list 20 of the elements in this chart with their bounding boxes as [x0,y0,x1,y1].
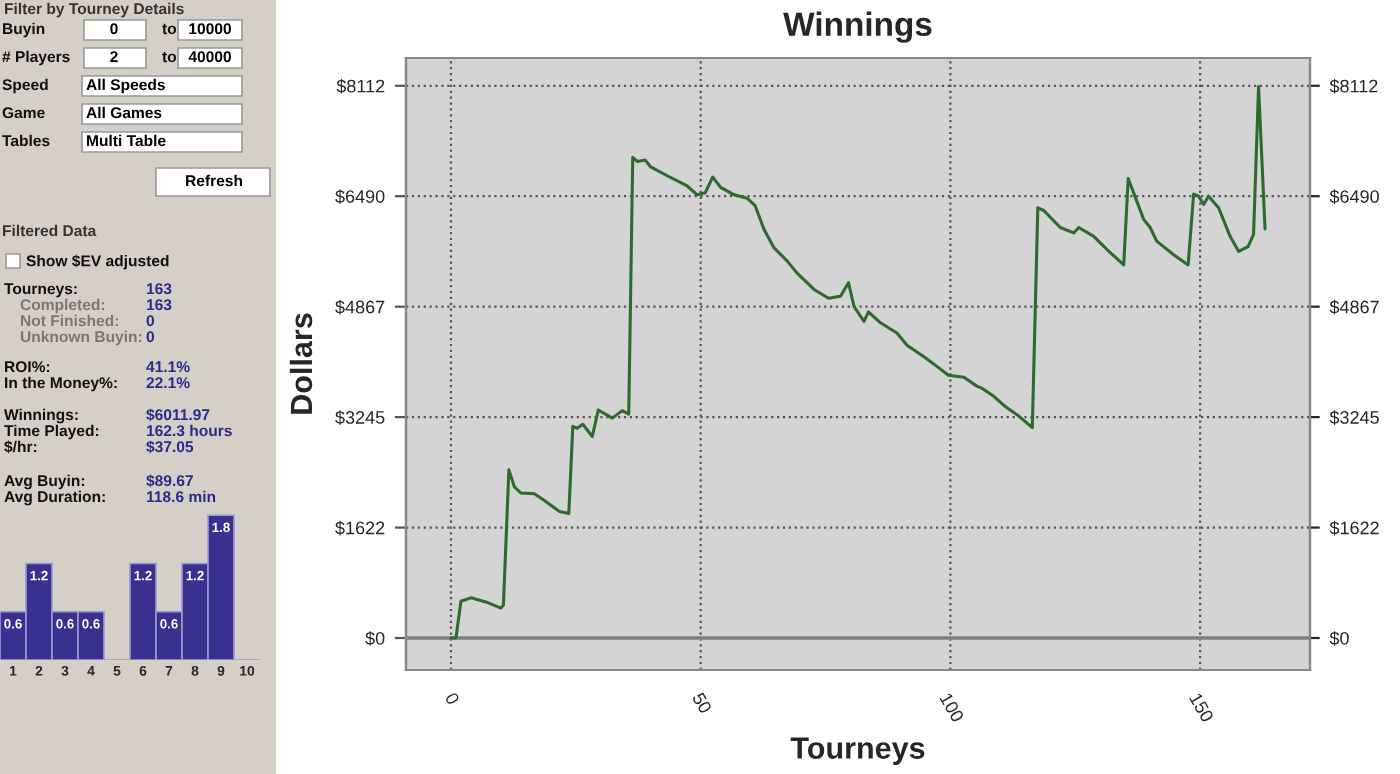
x-tick-label: 100 [939,692,965,723]
y2-tick-label: $0 [1329,631,1349,646]
line-series [449,85,1267,640]
y2-tick-label: $4867 [1329,299,1379,315]
x-tick-label: 150 [1189,692,1215,723]
x-tick-label: 0 [444,691,460,706]
x-axis-title: Tourneys [790,737,925,765]
y2-tick-label: $6490 [1329,189,1379,204]
y-tick-label: $3245 [335,410,385,425]
y2-tick-label: $1622 [1329,520,1379,536]
y-tick-label: $0 [365,631,385,646]
y-tick-label: $4867 [335,299,385,315]
y-tick-label: $8112 [336,78,385,94]
y2-tick-label: $8112 [1329,78,1378,94]
y-tick-label: $6490 [335,189,385,204]
y-tick-label: $1622 [335,520,385,536]
chart-title: Winnings [783,11,932,43]
y2-tick-label: $3245 [1329,410,1379,425]
x-tick-label: 50 [691,691,713,715]
y-axis-title: Dollars [289,313,313,414]
